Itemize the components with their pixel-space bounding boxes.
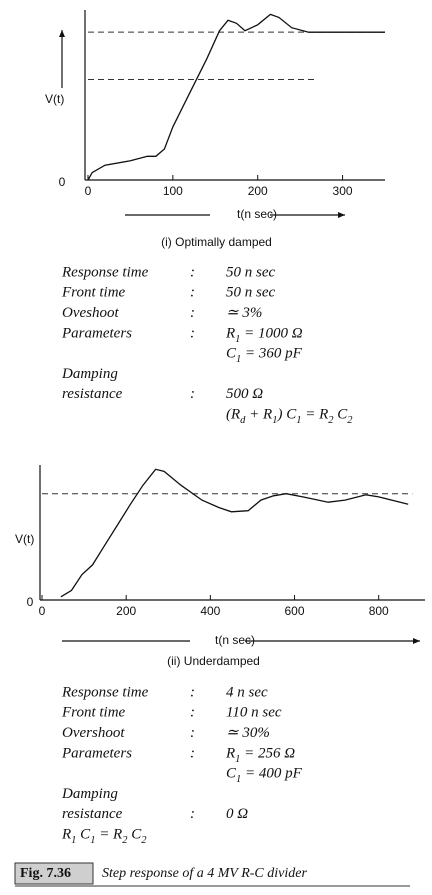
x-tick-label: 400 <box>200 604 220 618</box>
spec-label: Damping <box>61 786 118 802</box>
spec-separator: : <box>190 684 195 700</box>
x-tick-label: 0 <box>85 184 92 198</box>
spec-value: C1 = 400 pF <box>226 766 303 785</box>
spec-value: 110 n sec <box>226 705 282 721</box>
spec-label: Oveshoot <box>62 305 119 321</box>
spec-label: resistance <box>62 386 123 402</box>
spec-separator: : <box>190 305 195 321</box>
y-axis-label: V(t) <box>15 532 34 546</box>
spec-label: Response time <box>61 684 149 700</box>
spec-value: R1 = 256 Ω <box>225 745 295 764</box>
x-tick-label: 600 <box>285 604 305 618</box>
spec-label: Parameters <box>61 325 132 341</box>
x-tick-label: 300 <box>333 184 353 198</box>
spec-value: R1 = 1000 Ω <box>225 325 303 344</box>
spec-separator: : <box>190 325 195 341</box>
x-tick-label: 0 <box>39 604 46 618</box>
response-curve <box>60 468 409 598</box>
spec-label: Damping <box>61 366 118 382</box>
x-tick-label: 800 <box>369 604 389 618</box>
x-arrow-head <box>338 212 345 218</box>
response-curve <box>87 13 385 181</box>
spec-label: Parameters <box>61 745 132 761</box>
spec-label: Front time <box>61 285 126 301</box>
x-axis-label: t(n sec) <box>237 207 277 221</box>
spec-value: 50 n sec <box>226 264 275 280</box>
caption-box <box>14 862 94 885</box>
x-tick-label: 200 <box>248 184 268 198</box>
y-tick-label: 0 <box>27 595 34 609</box>
spec-value: 0 Ω <box>226 806 248 822</box>
chart-subtitle: (ii) Underdamped <box>167 654 260 668</box>
spec-value: 50 n sec <box>226 285 275 301</box>
y-axis-label: V(t) <box>45 92 64 106</box>
spec-label: resistance <box>62 806 123 822</box>
spec-label: Response time <box>61 264 149 280</box>
spec-separator: : <box>190 285 195 301</box>
spec-value: 4 n sec <box>226 684 268 700</box>
spec-separator: : <box>190 725 195 741</box>
spec-separator: : <box>190 386 195 402</box>
spec-separator: : <box>190 745 195 761</box>
x-tick-label: 200 <box>116 604 136 618</box>
spec-label: Front time <box>61 705 126 721</box>
x-arrow-head <box>413 638 420 644</box>
spec-value: (Rd + R1) C1 = R2 C2 <box>226 407 353 426</box>
spec-label: Overshoot <box>62 725 125 741</box>
chart-subtitle: (i) Optimally damped <box>161 235 272 249</box>
spec-value: ≃ 3% <box>226 305 262 321</box>
x-tick-label: 100 <box>163 184 183 198</box>
spec-note: R1 C1 = R2 C2 <box>61 827 147 846</box>
caption-number: Fig. 7.36 <box>20 866 71 881</box>
x-axis-label: t(n sec) <box>215 633 255 647</box>
spec-separator: : <box>190 264 195 280</box>
spec-value: C1 = 360 pF <box>226 346 303 365</box>
y-arrow-head <box>59 30 65 37</box>
y-tick-label: 0 <box>59 175 66 189</box>
spec-value: 500 Ω <box>226 386 263 402</box>
caption-text: Step response of a 4 MV R-C divider <box>102 866 307 881</box>
spec-separator: : <box>190 705 195 721</box>
spec-separator: : <box>190 806 195 822</box>
spec-value: ≃ 30% <box>226 725 270 741</box>
